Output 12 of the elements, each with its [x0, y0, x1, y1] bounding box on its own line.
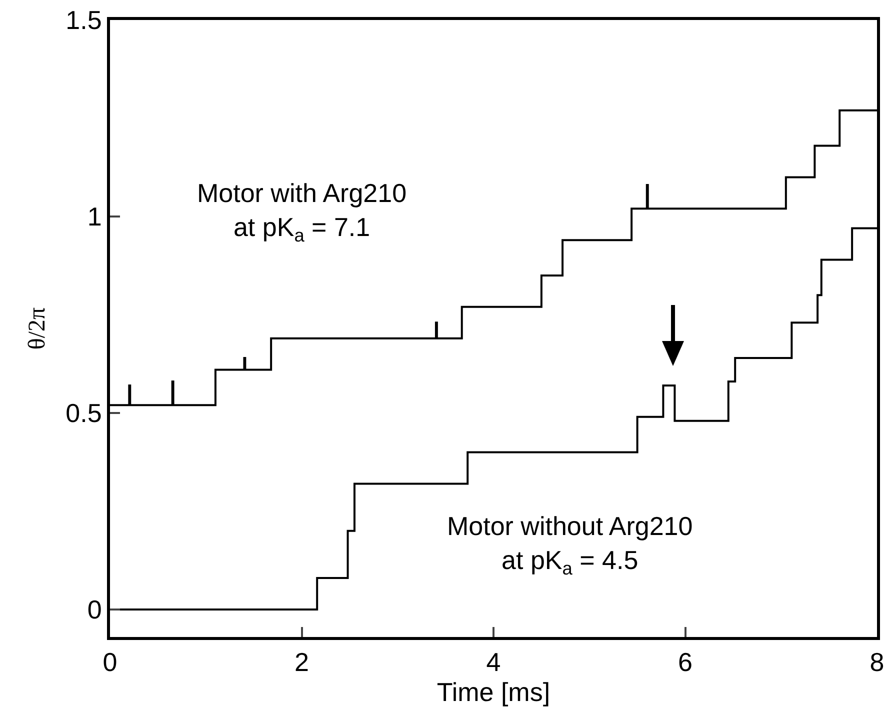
y-tick-label: 0: [87, 594, 102, 625]
y-tick-label: 1: [87, 202, 102, 232]
y-tick-label: 1.5: [66, 5, 102, 36]
x-tick-label: 4: [486, 647, 501, 678]
x-tick-label: 8: [870, 647, 884, 678]
x-axis-title: Time [ms]: [436, 677, 550, 708]
x-tick-label: 2: [294, 647, 309, 678]
annotation: Motor with Arg210 at pK$_{a}$ = 7.1: [197, 178, 407, 246]
y-tick-label: 0.5: [66, 398, 102, 428]
annotation: Motor without Arg210 at pK$_{a}$ = 4.5: [447, 511, 693, 578]
x-tick-label: 6: [678, 647, 692, 678]
y-axis-title: θ/2π: [24, 307, 51, 350]
